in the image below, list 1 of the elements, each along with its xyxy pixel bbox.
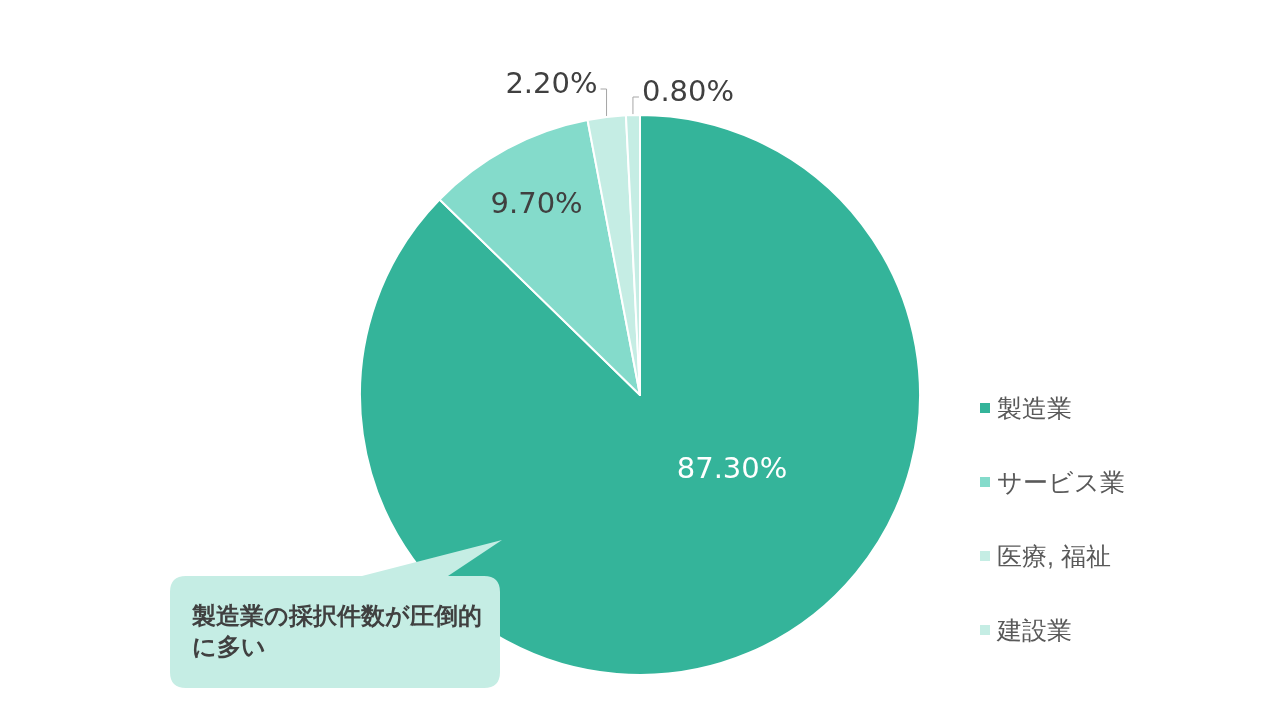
annotation: 製造業の採択件数が圧倒的に多い bbox=[192, 601, 483, 662]
